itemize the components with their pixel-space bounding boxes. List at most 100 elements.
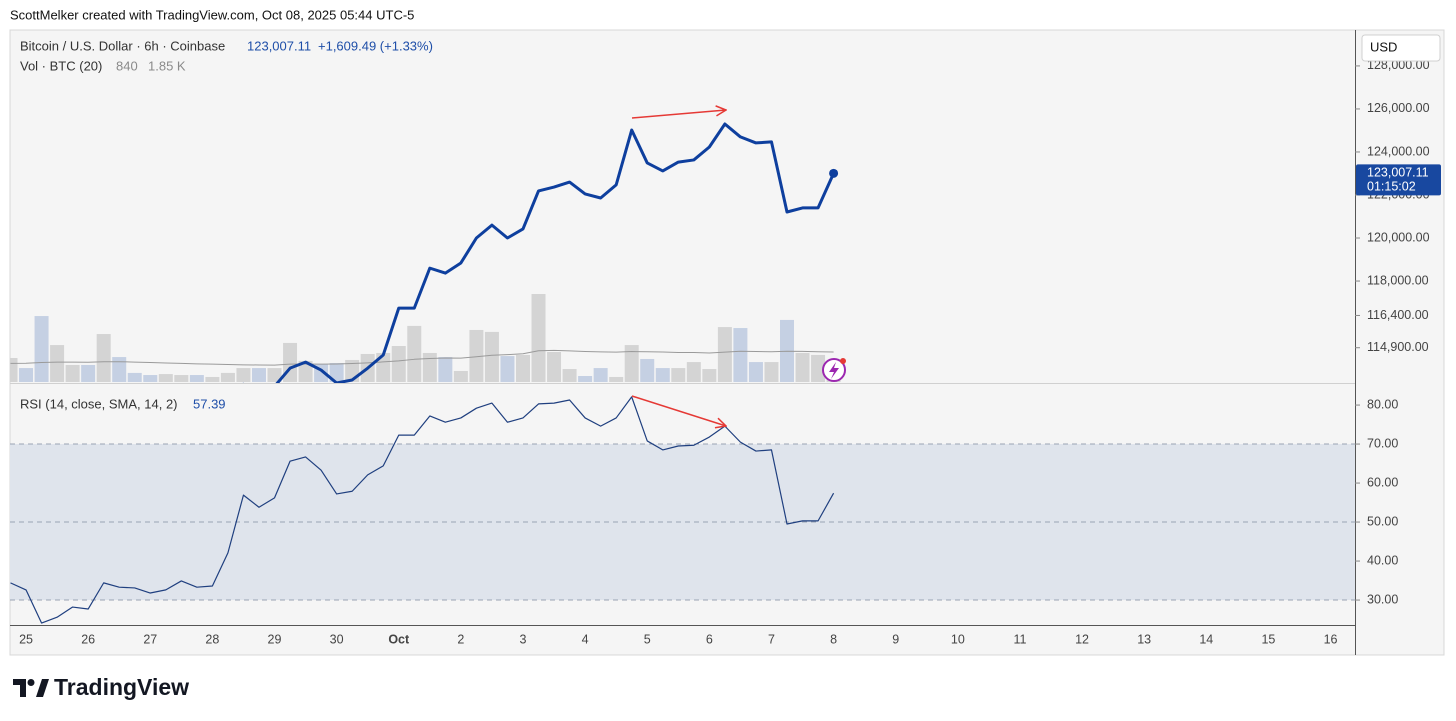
assistant-icon [822, 358, 846, 382]
x-tick-label: 2 [457, 632, 464, 646]
x-tick-label: 25 [19, 632, 33, 646]
price-label: 123,007.11 [1367, 166, 1429, 180]
volume-bar [733, 328, 748, 382]
series-line [242, 122, 835, 383]
volume-bar [407, 325, 422, 382]
volume-bar [748, 362, 763, 382]
rsi-tick-label: 70.00 [1367, 436, 1398, 450]
volume-bar [717, 327, 732, 382]
series-line [10, 396, 835, 624]
legend-change: +1,609.49 (+1.33%) [318, 38, 433, 53]
x-tick-label: 9 [892, 632, 899, 646]
rsi-tick-label: 50.00 [1367, 514, 1398, 528]
rsi-tick-label: 80.00 [1367, 397, 1398, 411]
volume-bar [251, 368, 266, 382]
volume-bar [112, 357, 127, 382]
y-tick-label: 116,400.00 [1367, 308, 1429, 322]
volume-bar [10, 358, 18, 382]
trend-arrow [631, 395, 726, 426]
legend-volume: Vol · BTC (20) [20, 58, 102, 73]
volume-bar [578, 376, 593, 382]
x-tick-label: 10 [951, 632, 965, 646]
volume-bar [500, 356, 515, 382]
legend-volume-ma: 1.85 K [148, 58, 186, 73]
volume-bar [298, 360, 313, 382]
brand: TradingView [54, 674, 189, 700]
x-tick-label: 11 [1013, 632, 1026, 646]
volume-bar [795, 352, 810, 382]
volume-bar [702, 369, 717, 382]
volume-bar [81, 364, 96, 382]
y-tick-label: 128,000.00 [1367, 58, 1430, 72]
volume-bar [267, 368, 282, 382]
y-tick-label: 120,000.00 [1367, 230, 1430, 244]
volume-bar [686, 362, 701, 382]
rsi-layer [10, 396, 835, 624]
volume-bar [531, 294, 546, 382]
volume-bar [438, 357, 453, 382]
x-tick-label: 27 [143, 632, 157, 646]
volume-bar [469, 329, 484, 382]
brand-logo [13, 679, 49, 697]
rsi-tick-label: 60.00 [1367, 475, 1398, 489]
volume-bar [376, 352, 391, 382]
volume-bar [158, 374, 173, 382]
legend-rsi-value: 57.39 [193, 396, 226, 411]
series-line [10, 349, 834, 366]
volume-bar [50, 345, 65, 382]
y-tick-label: 114,900.00 [1367, 340, 1429, 354]
volume-bar [329, 363, 344, 382]
volume-bar [671, 368, 686, 382]
header: ScottMelker created with TradingView.com… [10, 7, 414, 22]
x-tick-label: 5 [644, 632, 651, 646]
volume-bar [562, 369, 577, 382]
back-layer [10, 443, 1355, 601]
x-tick-label: 13 [1137, 632, 1151, 646]
x-tick-label: Oct [388, 632, 410, 646]
x-tick-label: 15 [1261, 632, 1275, 646]
x-tick-label: 4 [582, 632, 589, 646]
x-tick-label: 26 [81, 632, 95, 646]
rsi-tick-label: 40.00 [1367, 553, 1398, 567]
volume-bar [65, 364, 80, 382]
last-point [829, 168, 839, 178]
x-tick-label: 7 [768, 632, 775, 646]
volume-bar [391, 346, 406, 382]
x-tick-label: 16 [1324, 632, 1338, 646]
x-tick-label: 28 [205, 632, 219, 646]
y-tick-label: 124,000.00 [1367, 144, 1430, 158]
x-tick-label: 8 [830, 632, 837, 646]
x-tick-label: 3 [520, 632, 527, 646]
volume-bar [96, 334, 111, 382]
legend-price: 123,007.11 [247, 38, 311, 53]
volume-bar [484, 331, 499, 382]
volume-bar [609, 376, 624, 382]
x-tick-label: 6 [706, 632, 713, 646]
volume-bar [189, 375, 204, 382]
currency-box [1361, 34, 1441, 62]
axis-layer: 128,000.00126,000.00124,000.00122,000.00… [19, 58, 1430, 646]
volume-bar [764, 362, 779, 382]
trend-arrow [631, 110, 726, 119]
volume-bar [624, 345, 639, 382]
rsi-tick-label: 30.00 [1367, 592, 1398, 606]
legend-rsi: RSI (14, close, SMA, 14, 2) [20, 396, 178, 411]
volume-bar [811, 354, 826, 382]
volume-bar [453, 370, 468, 382]
volume-bar [127, 372, 142, 382]
x-tick-label: 30 [330, 632, 344, 646]
legend-volume-value: 840 [116, 58, 138, 73]
volume-bar [205, 376, 220, 382]
currency: USD [1370, 39, 1397, 54]
x-tick-label: 12 [1075, 632, 1089, 646]
volume-bar [220, 372, 235, 382]
volume-bar [34, 316, 49, 382]
volume-bar [593, 368, 608, 382]
legend-title: Bitcoin / U.S. Dollar · 6h · Coinbase [20, 38, 225, 53]
price-layer [242, 122, 839, 383]
volume-bar [515, 354, 530, 382]
volume-bar [143, 375, 158, 382]
x-tick-label: 29 [268, 632, 282, 646]
